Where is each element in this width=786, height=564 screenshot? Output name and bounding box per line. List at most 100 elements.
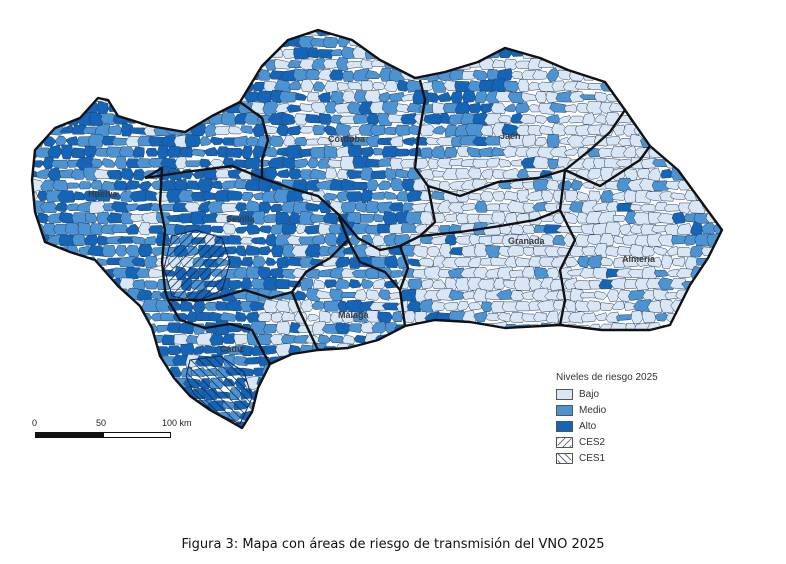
municipality-cell: [172, 399, 191, 410]
municipality-cell: [687, 30, 707, 39]
municipality-cell: [537, 146, 555, 159]
municipality-cell: [370, 191, 388, 200]
municipality-cell: [125, 30, 139, 36]
municipality-cell: [315, 290, 334, 299]
municipality-cell: [119, 367, 136, 378]
municipality-cell: [221, 69, 238, 82]
municipality-cell: [420, 147, 434, 159]
municipality-cell: [477, 278, 496, 291]
municipality-cell: [528, 235, 542, 246]
municipality-cell: [630, 310, 644, 324]
municipality-cell: [87, 30, 107, 38]
municipality-cell: [455, 235, 472, 245]
municipality-cell: [35, 168, 51, 179]
municipality-cell: [298, 386, 314, 402]
municipality-cell: [135, 30, 154, 38]
municipality-cell: [609, 322, 629, 334]
municipality-cell: [120, 387, 136, 401]
municipality-cell: [90, 398, 103, 412]
municipality-cell: [143, 389, 159, 400]
municipality-cell: [660, 101, 675, 115]
municipality-cell: [528, 390, 541, 399]
municipality-cell: [101, 46, 116, 60]
municipality-cell: [419, 432, 435, 445]
municipality-cell: [291, 399, 311, 412]
municipality-cell: [442, 346, 460, 356]
municipality-cell: [606, 136, 622, 146]
legend-swatch-ces1: [556, 452, 573, 464]
municipality-cell: [354, 30, 369, 38]
municipality-cell: [213, 81, 233, 91]
municipality-cell: [238, 344, 255, 357]
municipality-cell: [628, 289, 646, 301]
municipality-cell: [304, 420, 322, 428]
municipality-cell: [636, 16, 649, 24]
municipality-cell: [456, 300, 469, 312]
municipality-cell: [41, 266, 58, 279]
municipality-cell: [129, 324, 147, 334]
municipality-cell: [485, 312, 501, 321]
municipality-cell: [659, 82, 674, 91]
municipality-cell: [509, 378, 525, 389]
municipality-cell: [591, 355, 609, 367]
municipality-cell: [52, 289, 71, 301]
municipality-cell: [35, 343, 51, 357]
municipality-cell: [654, 93, 668, 102]
municipality-cell: [613, 257, 627, 269]
municipality-cell: [514, 410, 531, 423]
municipality-cell: [426, 245, 441, 258]
municipality-cell: [720, 213, 722, 223]
municipality-cell: [131, 257, 146, 268]
municipality-cell: [341, 420, 358, 428]
municipality-cell: [59, 321, 74, 334]
municipality-cell: [120, 15, 135, 26]
municipality-cell: [574, 81, 591, 90]
municipality-cell: [243, 422, 262, 428]
municipality-cell: [713, 331, 722, 347]
municipality-cell: [569, 333, 585, 345]
municipality-cell: [318, 113, 334, 125]
municipality-cell: [19, 68, 30, 82]
municipality-cell: [306, 47, 320, 59]
municipality-cell: [648, 15, 661, 24]
municipality-cell: [32, 322, 41, 334]
municipality-cell: [489, 411, 509, 421]
municipality-cell: [295, 92, 308, 101]
municipality-cell: [125, 223, 140, 235]
legend-label: Alto: [579, 420, 597, 432]
municipality-cell: [154, 103, 173, 113]
municipality-cell: [474, 421, 488, 428]
municipality-cell: [47, 388, 62, 401]
municipality-cell: [186, 71, 201, 80]
municipality-cell: [150, 70, 165, 81]
municipality-cell: [701, 268, 717, 278]
municipality-cell: [336, 82, 351, 91]
municipality-cell: [711, 314, 722, 322]
city-label-cordoba: Córdoba: [328, 134, 366, 144]
municipality-cell: [509, 312, 526, 324]
municipality-cell: [136, 158, 154, 169]
municipality-cell: [54, 353, 68, 369]
municipality-cell: [347, 433, 364, 441]
municipality-cell: [696, 147, 711, 157]
municipality-cell: [526, 364, 545, 379]
municipality-cell: [234, 112, 249, 125]
municipality-cell: [199, 158, 212, 168]
municipality-cell: [32, 38, 39, 47]
municipality-cell: [257, 246, 272, 256]
municipality-cell: [726, 180, 740, 188]
municipality-cell: [443, 366, 459, 378]
municipality-cell: [281, 223, 297, 235]
municipality-cell: [437, 355, 452, 368]
municipality-cell: [731, 392, 746, 398]
municipality-cell: [144, 15, 159, 27]
municipality-cell: [466, 345, 484, 356]
municipality-cell: [47, 81, 65, 92]
municipality-cell: [358, 410, 375, 422]
municipality-cell: [568, 46, 587, 60]
municipality-cell: [654, 313, 668, 322]
municipality-cell: [71, 389, 88, 400]
municipality-cell: [461, 420, 476, 428]
municipality-cell: [558, 355, 573, 367]
municipality-cell: [108, 192, 122, 201]
